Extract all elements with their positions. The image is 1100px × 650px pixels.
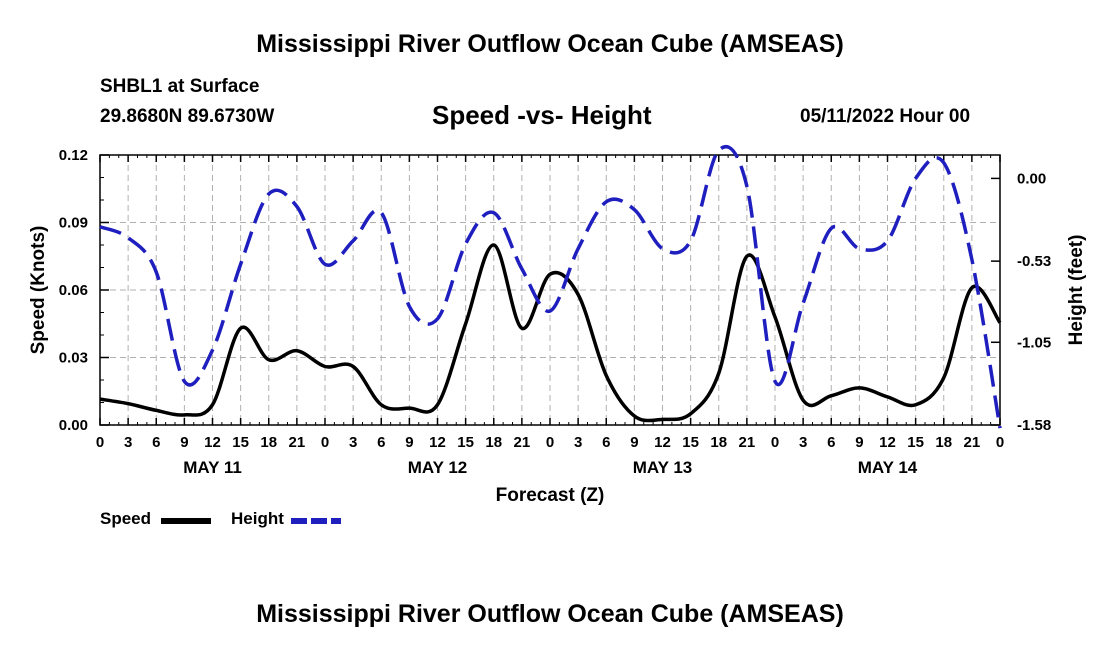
day-label: MAY 14: [858, 458, 918, 477]
x-tick-label: 18: [935, 434, 952, 451]
x-axis-title: Forecast (Z): [496, 485, 605, 506]
day-label: MAY 13: [633, 458, 693, 477]
legend-speed-label: Speed: [100, 509, 152, 528]
x-tick-label: 21: [739, 434, 756, 451]
x-tick-label: 15: [907, 434, 924, 451]
x-tick-label: 6: [827, 434, 835, 451]
x-tick-label: 0: [546, 434, 554, 451]
day-label: MAY 12: [408, 458, 468, 477]
x-tick-label: 3: [799, 434, 807, 451]
plot-frame: [99, 154, 1001, 426]
forecast-date: 05/11/2022 Hour 00: [800, 106, 971, 127]
footer-title: Mississippi River Outflow Ocean Cube (AM…: [256, 600, 844, 628]
x-tick-label: 3: [574, 434, 582, 451]
y-left-tick-label: 0.12: [59, 147, 88, 164]
x-tick-label: 0: [321, 434, 329, 451]
x-tick-label: 12: [204, 434, 221, 451]
x-tick-label: 0: [996, 434, 1004, 451]
x-tick-label: 9: [630, 434, 638, 451]
x-tick-label: 15: [232, 434, 249, 451]
day-label: MAY 11: [183, 458, 242, 477]
x-tick-label: 9: [855, 434, 863, 451]
x-tick-label: 12: [879, 434, 896, 451]
x-tick-label: 18: [710, 434, 727, 451]
x-tick-label: 15: [457, 434, 474, 451]
x-tick-label: 3: [124, 434, 132, 451]
y-left-tick-label: 0.06: [59, 282, 88, 299]
coordinates-label: 29.8680N 89.6730W: [100, 106, 275, 127]
x-tick-label: 21: [964, 434, 981, 451]
x-tick-label: 21: [289, 434, 306, 451]
x-tick-label: 21: [514, 434, 531, 451]
y-left-tick-label: 0.09: [59, 215, 88, 232]
x-tick-label: 6: [377, 434, 385, 451]
y-right-tick-label: -0.53: [1017, 253, 1051, 270]
chart-subtitle: Speed -vs- Height: [432, 100, 652, 130]
station-label: SHBL1 at Surface: [100, 76, 260, 97]
x-tick-label: 9: [180, 434, 188, 451]
y-left-tick-label: 0.03: [59, 350, 88, 367]
speed-series-line: [99, 243, 1002, 423]
x-tick-label: 6: [602, 434, 610, 451]
y-right-axis-title: Height (feet): [1066, 235, 1087, 346]
y-right-tick-label: 0.00: [1017, 170, 1046, 187]
x-tick-label: 18: [260, 434, 277, 451]
main-title: Mississippi River Outflow Ocean Cube (AM…: [256, 30, 844, 58]
x-tick-label: 9: [405, 434, 413, 451]
y-left-axis-title: Speed (Knots): [28, 226, 49, 355]
y-right-tick-label: -1.58: [1017, 417, 1051, 434]
x-tick-label: 0: [96, 434, 104, 451]
legend-height-label: Height: [231, 509, 284, 528]
y-right-tick-label: -1.05: [1017, 334, 1051, 351]
y-left-tick-label: 0.00: [59, 417, 88, 434]
x-tick-label: 12: [429, 434, 446, 451]
x-tick-label: 12: [654, 434, 671, 451]
x-tick-label: 18: [485, 434, 502, 451]
x-tick-label: 15: [682, 434, 699, 451]
x-tick-label: 6: [152, 434, 160, 451]
height-series-line: [99, 144, 1002, 429]
x-tick-label: 0: [771, 434, 779, 451]
x-tick-label: 3: [349, 434, 357, 451]
